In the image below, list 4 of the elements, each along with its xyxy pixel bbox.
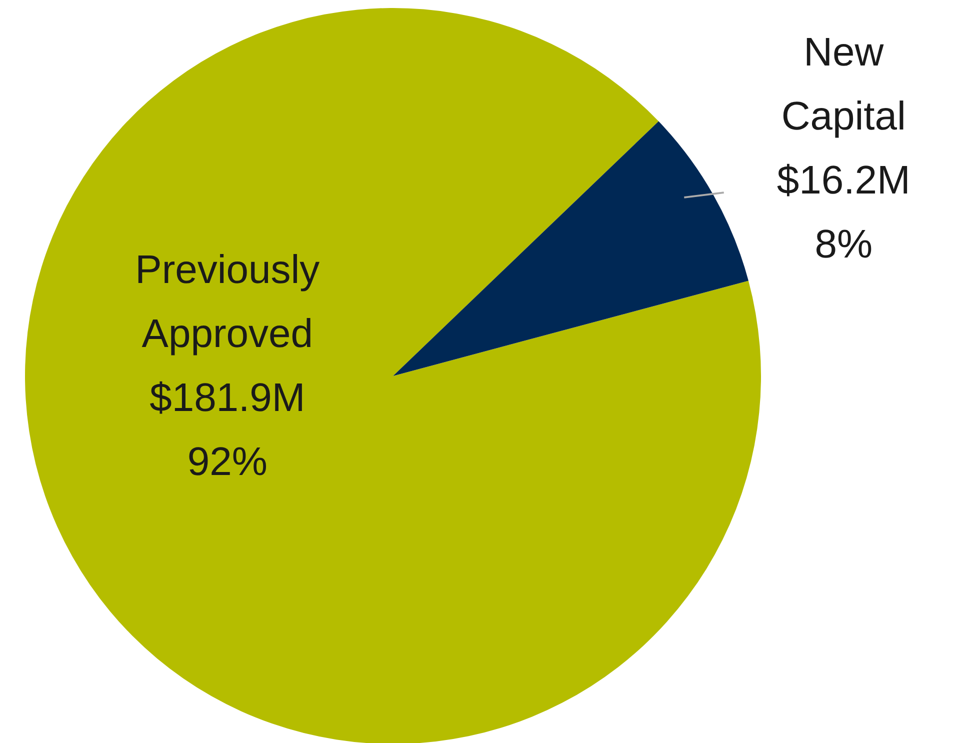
slice-label: Previously Approved bbox=[135, 248, 320, 356]
data-label: $181.9M 92% bbox=[150, 376, 306, 484]
data-label: $16.2M 8% bbox=[776, 158, 910, 266]
slice-label: New Capital bbox=[781, 30, 906, 138]
